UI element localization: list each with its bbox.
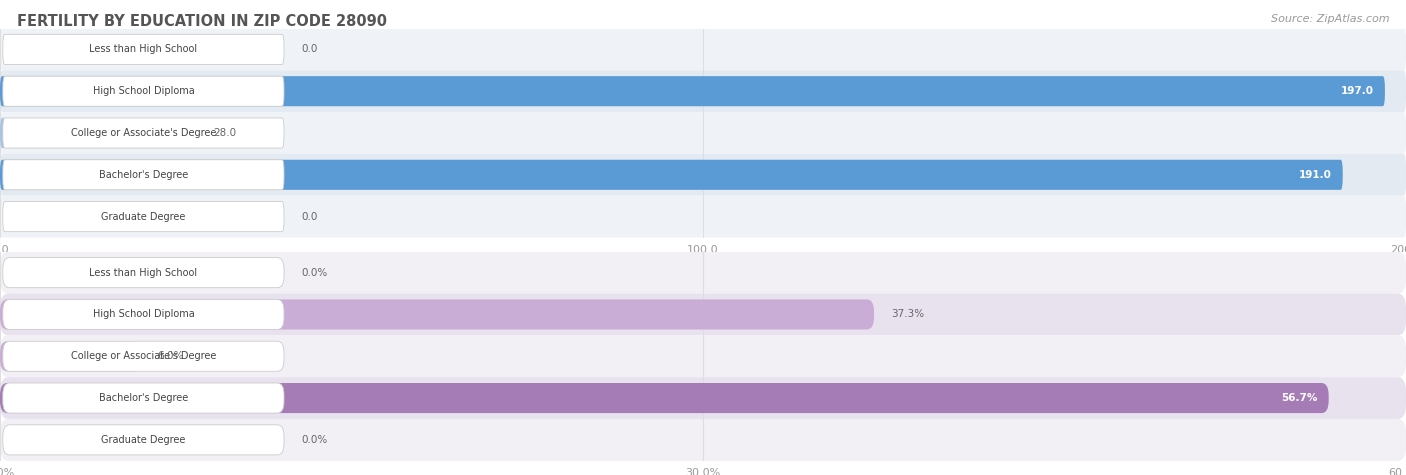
FancyBboxPatch shape (0, 154, 1406, 196)
Text: Bachelor's Degree: Bachelor's Degree (98, 393, 188, 403)
Text: 56.7%: 56.7% (1281, 393, 1317, 403)
FancyBboxPatch shape (0, 76, 1385, 106)
FancyBboxPatch shape (0, 28, 1406, 70)
FancyBboxPatch shape (0, 294, 1406, 335)
FancyBboxPatch shape (3, 201, 284, 232)
FancyBboxPatch shape (0, 252, 1406, 294)
FancyBboxPatch shape (0, 70, 1406, 112)
FancyBboxPatch shape (0, 419, 1406, 461)
FancyBboxPatch shape (3, 160, 284, 190)
Text: FERTILITY BY EDUCATION IN ZIP CODE 28090: FERTILITY BY EDUCATION IN ZIP CODE 28090 (17, 14, 387, 29)
FancyBboxPatch shape (0, 341, 141, 371)
Text: Source: ZipAtlas.com: Source: ZipAtlas.com (1271, 14, 1389, 24)
FancyBboxPatch shape (3, 341, 284, 371)
Text: 191.0: 191.0 (1299, 170, 1331, 180)
Text: 197.0: 197.0 (1341, 86, 1374, 96)
Text: 0.0: 0.0 (301, 44, 318, 55)
Text: 0.0: 0.0 (301, 211, 318, 222)
Text: College or Associate's Degree: College or Associate's Degree (70, 351, 217, 361)
FancyBboxPatch shape (3, 257, 284, 288)
FancyBboxPatch shape (0, 112, 1406, 154)
Text: 0.0%: 0.0% (301, 435, 328, 445)
FancyBboxPatch shape (3, 76, 284, 106)
FancyBboxPatch shape (0, 118, 197, 148)
FancyBboxPatch shape (0, 196, 1406, 238)
FancyBboxPatch shape (0, 383, 1329, 413)
Text: 37.3%: 37.3% (891, 309, 924, 320)
Text: Graduate Degree: Graduate Degree (101, 435, 186, 445)
FancyBboxPatch shape (0, 335, 1406, 377)
Text: 0.0%: 0.0% (301, 267, 328, 278)
FancyBboxPatch shape (3, 425, 284, 455)
Text: Bachelor's Degree: Bachelor's Degree (98, 170, 188, 180)
Text: 6.0%: 6.0% (157, 351, 184, 361)
Text: Graduate Degree: Graduate Degree (101, 211, 186, 222)
Text: High School Diploma: High School Diploma (93, 86, 194, 96)
FancyBboxPatch shape (3, 34, 284, 65)
FancyBboxPatch shape (0, 299, 875, 330)
FancyBboxPatch shape (3, 383, 284, 413)
Text: Less than High School: Less than High School (90, 267, 197, 278)
FancyBboxPatch shape (3, 299, 284, 330)
Text: High School Diploma: High School Diploma (93, 309, 194, 320)
FancyBboxPatch shape (0, 160, 1343, 190)
Text: 28.0: 28.0 (214, 128, 236, 138)
Text: Less than High School: Less than High School (90, 44, 197, 55)
FancyBboxPatch shape (0, 377, 1406, 419)
FancyBboxPatch shape (3, 118, 284, 148)
Text: College or Associate's Degree: College or Associate's Degree (70, 128, 217, 138)
